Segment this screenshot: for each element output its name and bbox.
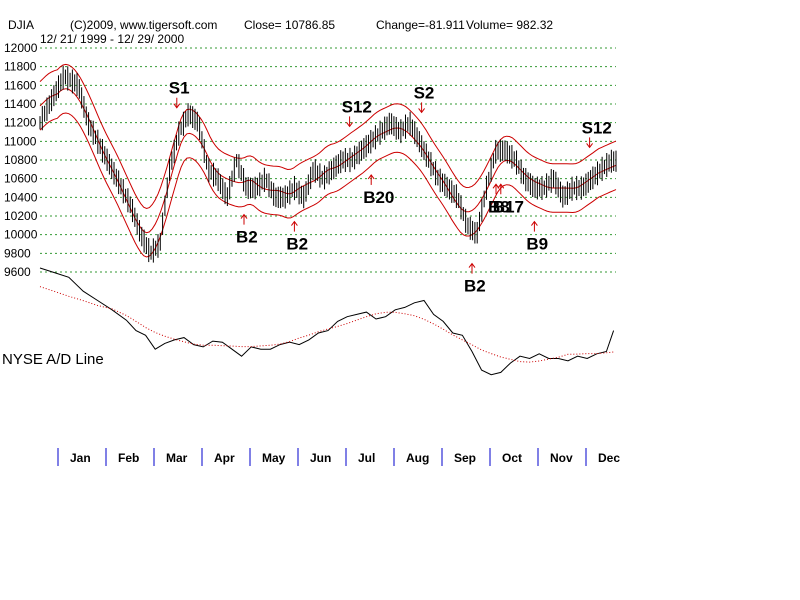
sell-signal-label: S12 (582, 118, 612, 137)
y-tick-label: 11200 (4, 116, 37, 130)
y-tick-label: 10400 (4, 190, 38, 204)
buy-signal-label: B17 (493, 197, 524, 216)
month-label: May (262, 451, 286, 465)
price-bands (39, 63, 617, 258)
month-label: Aug (406, 451, 429, 465)
lower-band (39, 112, 617, 258)
y-tick-label: 11600 (4, 78, 37, 92)
y-tick-label: 10200 (4, 209, 38, 223)
month-label: Sep (454, 451, 476, 465)
copyright-label: (C)2009, www.tigersoft.com (70, 18, 217, 32)
grid-lines (40, 47, 616, 273)
month-label: Nov (550, 451, 573, 465)
month-label: Jan (70, 451, 91, 465)
y-tick-label: 9800 (4, 246, 31, 260)
upper-band (39, 63, 617, 210)
month-label: Apr (214, 451, 235, 465)
month-label: Jun (310, 451, 331, 465)
sell-signal-label: S1 (169, 79, 190, 98)
buy-signal-label: B8 (488, 197, 510, 216)
ad-line (39, 267, 615, 376)
buy-signal-label: B2 (286, 235, 308, 254)
sell-signal-label: S2 (414, 83, 435, 102)
buy-signal-label: B2 (236, 228, 258, 247)
buy-arrowhead (240, 213, 248, 219)
date-range-label: 12/ 21/ 1999 - 12/ 29/ 2000 (40, 32, 184, 46)
y-tick-label: 12000 (4, 41, 38, 55)
close-label: Close= 10786.85 (244, 18, 335, 32)
buy-arrowhead (531, 220, 538, 226)
month-label: Oct (502, 451, 522, 465)
y-tick-label: 10600 (4, 172, 38, 186)
ad-line-panel (39, 267, 615, 376)
buy-arrowhead (291, 220, 298, 226)
sell-arrowhead (586, 143, 593, 149)
indicator-label: NYSE A/D Line (2, 351, 104, 368)
y-tick-label: 10000 (4, 228, 38, 242)
sell-arrowhead (418, 108, 425, 114)
buy-arrowhead (492, 183, 500, 189)
y-axis-ticks: 12000 11800 11600 11400 11200 11000 10800 10600… (4, 41, 38, 279)
volume-label: Volume= 982.32 (466, 18, 553, 32)
ad-moving-average (39, 286, 614, 363)
sell-signal-label: S12 (342, 97, 372, 116)
buy-signal-label: B9 (526, 235, 548, 254)
buy-signal-label: B20 (363, 188, 394, 207)
symbol-label: DJIA (8, 18, 34, 32)
y-tick-label: 10800 (4, 153, 38, 167)
month-axis: Jan Feb Mar Apr May Jun Jul Aug Sep Oct Nov Dec (57, 448, 620, 466)
y-tick-label: 11000 (4, 134, 37, 148)
month-label: Dec (598, 451, 620, 465)
buy-arrowhead (367, 174, 375, 180)
month-label: Mar (166, 451, 188, 465)
buy-arrowhead (468, 262, 476, 268)
sell-arrowhead (173, 103, 181, 109)
change-label: Change=-81.911 (376, 18, 465, 32)
y-tick-label: 11400 (4, 97, 37, 111)
y-tick-label: 9600 (4, 265, 31, 279)
middle-band (39, 88, 617, 234)
buy-arrowhead (497, 183, 505, 189)
month-label: Jul (358, 451, 375, 465)
sell-arrowhead (346, 122, 353, 128)
buy-signal-label: B2 (464, 277, 486, 296)
y-tick-label: 11800 (4, 60, 37, 74)
month-label: Feb (118, 451, 139, 465)
price-bars (39, 65, 617, 263)
